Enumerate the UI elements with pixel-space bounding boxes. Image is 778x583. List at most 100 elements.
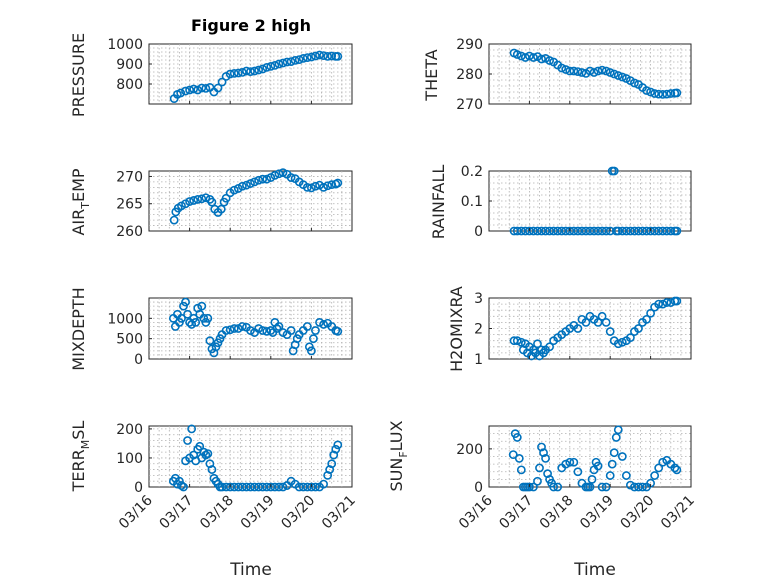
data-point: [237, 482, 247, 492]
data-point: [306, 52, 316, 62]
data-point: [319, 479, 328, 489]
data-point: [225, 69, 235, 79]
data-point: [589, 226, 599, 236]
data-point: [201, 193, 211, 203]
data-points: [168, 297, 343, 358]
data-point: [333, 326, 343, 336]
y-axis-label: THETA: [422, 49, 441, 101]
data-point: [666, 89, 676, 98]
data-point: [672, 88, 682, 98]
data-point: [217, 482, 227, 492]
data-point: [193, 194, 203, 204]
data-point: [565, 226, 575, 236]
data-point: [662, 226, 672, 236]
data-point: [311, 181, 320, 191]
data-point: [549, 226, 559, 236]
data-point: [581, 317, 591, 327]
data-point: [327, 51, 337, 61]
data-point: [217, 77, 227, 87]
data-point: [634, 482, 643, 492]
y-tick-labels: 0 0.1 0.2: [461, 164, 492, 240]
data-point: [573, 67, 583, 76]
data-point: [549, 482, 559, 492]
data-point: [601, 317, 611, 327]
data-point: [514, 454, 524, 463]
data-point: [654, 299, 664, 309]
x-tick-labels: [488, 228, 692, 231]
data-point: [169, 215, 179, 225]
data-point: [250, 482, 259, 492]
y-tick-label: 1000: [107, 37, 143, 53]
data-point: [650, 89, 660, 98]
data-point: [179, 482, 188, 492]
data-point: [585, 482, 595, 492]
data-point: [585, 226, 595, 236]
data-point: [597, 226, 607, 236]
data-point: [323, 181, 333, 191]
data-points: [169, 50, 343, 103]
data-point: [553, 482, 563, 492]
data-point: [646, 226, 655, 236]
data-point: [609, 166, 619, 176]
data-point: [246, 179, 255, 188]
data-point: [646, 87, 655, 97]
data-point: [270, 170, 280, 180]
y-tick-label: 290: [456, 37, 483, 53]
data-point: [319, 320, 328, 329]
y-tick-label: 0: [474, 480, 483, 496]
data-point: [183, 309, 192, 319]
data-point: [189, 196, 199, 205]
x-tick-labels: [488, 356, 692, 359]
data-point: [250, 66, 259, 76]
data-point: [254, 65, 264, 75]
data-point: [315, 50, 324, 60]
data-point: [537, 226, 546, 236]
data-point: [658, 90, 668, 99]
data-points: [169, 168, 343, 225]
data-point: [221, 193, 231, 203]
data-point: [638, 226, 647, 236]
data-point: [216, 204, 226, 214]
data-point: [286, 57, 296, 66]
y-axis-label: AIRTEMP: [69, 168, 92, 235]
data-point: [593, 317, 603, 327]
data-point: [197, 83, 207, 93]
data-point: [613, 339, 623, 349]
data-point: [607, 459, 617, 469]
data-point: [617, 337, 627, 347]
data-point: [319, 182, 328, 192]
data-point: [302, 53, 312, 62]
data-point: [233, 68, 243, 78]
data-point: [587, 474, 597, 484]
data-point: [613, 425, 623, 435]
data-point: [237, 322, 247, 331]
data-points: [509, 166, 682, 236]
data-point: [183, 436, 192, 445]
data-point: [672, 465, 682, 475]
y-tick-label: 200: [116, 422, 143, 438]
data-point: [561, 65, 571, 74]
data-points: [509, 48, 682, 99]
data-point: [286, 173, 296, 182]
data-point: [274, 59, 284, 69]
y-tick-labels: 0 500 1000: [107, 311, 152, 368]
data-point: [201, 450, 211, 460]
data-point: [589, 68, 599, 77]
panel-pressure: 800 900 1000 PRESSURE: [69, 33, 353, 117]
y-axis-label: TERRMSL: [69, 421, 92, 493]
y-tick-label: 100: [116, 451, 143, 467]
data-point: [298, 54, 308, 63]
data-point: [512, 336, 522, 346]
axes-frame: [148, 425, 353, 488]
data-point: [203, 313, 213, 323]
data-point: [229, 324, 239, 333]
data-point: [617, 452, 627, 461]
data-point: [545, 226, 554, 236]
y-tick-labels: 270 280 290: [456, 37, 492, 113]
y-tick-label: 500: [116, 332, 143, 348]
data-point: [626, 333, 635, 343]
y-tick-label: 270: [116, 169, 143, 185]
y-tick-label: 900: [116, 57, 143, 73]
data-point: [319, 51, 328, 60]
data-point: [290, 56, 300, 65]
